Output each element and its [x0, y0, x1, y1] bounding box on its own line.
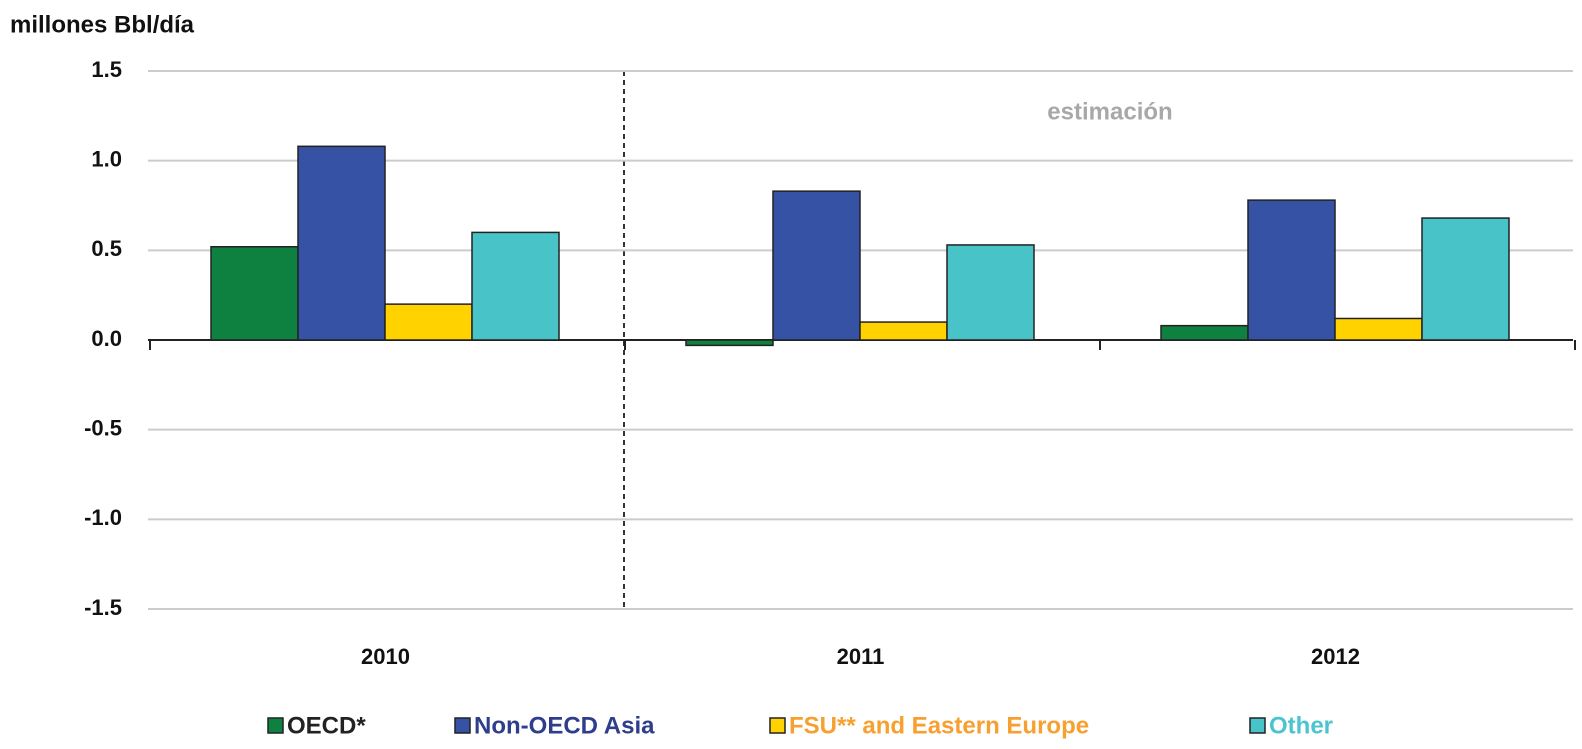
legend-swatch [454, 717, 471, 734]
y-tick-label: -1.5 [84, 595, 122, 620]
legend-label: Other [1269, 712, 1333, 739]
legend-label: FSU** and Eastern Europe [789, 712, 1089, 739]
legend-label: Non-OECD Asia [474, 712, 655, 739]
bar [1421, 217, 1510, 341]
x-tick-label: 2011 [837, 644, 885, 669]
legend-label: OECD* [287, 712, 366, 739]
x-tick-label: 2012 [1311, 644, 1360, 669]
y-axis-label: millones Bbl/día [10, 11, 195, 38]
legend-swatch [1249, 717, 1266, 734]
legend-swatch [267, 717, 284, 734]
bar [1160, 324, 1249, 341]
y-tick-label: 0.0 [91, 326, 122, 351]
x-tick-label: 2010 [361, 644, 410, 669]
legend-swatch [769, 717, 786, 734]
y-tick-label: 0.5 [91, 236, 122, 261]
annotation: estimación [1047, 98, 1172, 125]
bar [1334, 317, 1423, 341]
bar [772, 190, 861, 341]
bar [384, 303, 473, 341]
y-tick-label: -1.0 [84, 505, 122, 530]
bar [1247, 199, 1336, 341]
bar [946, 244, 1035, 341]
bar [859, 321, 948, 341]
bar [471, 231, 560, 341]
bar [685, 339, 774, 347]
bar [297, 145, 386, 341]
bar [210, 245, 299, 341]
y-tick-label: -0.5 [84, 415, 122, 440]
y-tick-label: 1.5 [91, 57, 122, 82]
y-tick-label: 1.0 [91, 146, 122, 171]
